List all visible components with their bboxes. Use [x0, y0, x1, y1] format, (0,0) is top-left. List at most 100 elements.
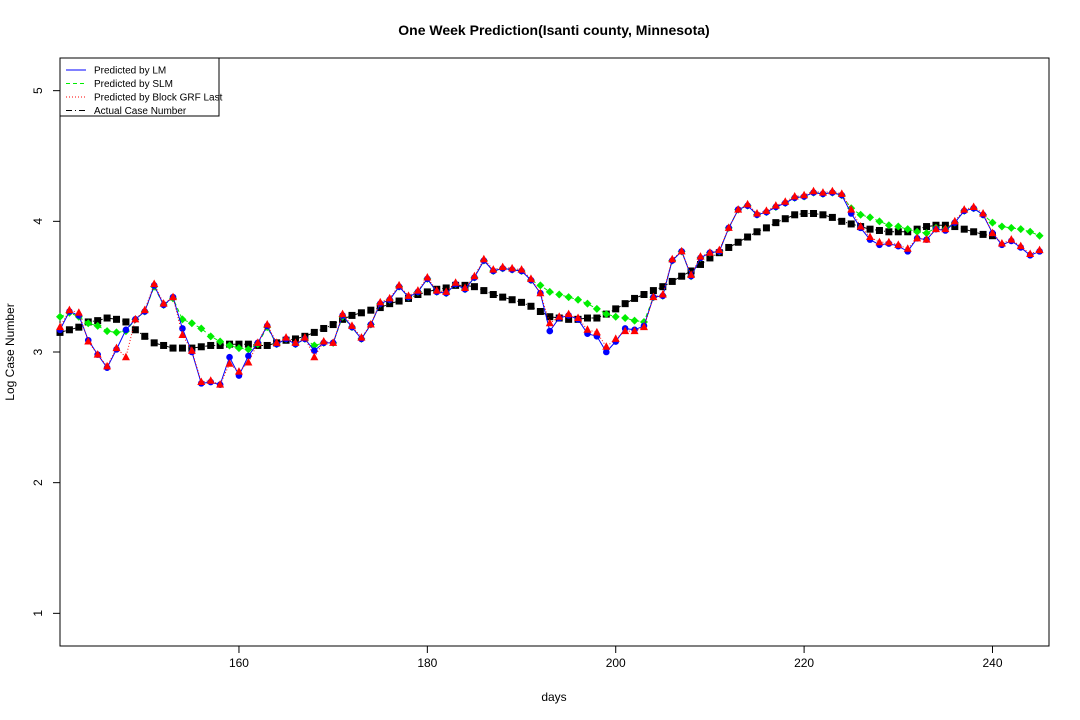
data-point — [300, 333, 309, 341]
data-point — [244, 357, 253, 366]
data-point — [442, 287, 451, 295]
data-point — [1026, 227, 1035, 236]
data-point — [498, 262, 507, 271]
data-point — [479, 254, 488, 263]
data-point — [950, 216, 959, 225]
data-point — [546, 313, 554, 321]
data-point — [828, 213, 836, 221]
data-point — [206, 376, 215, 384]
data-point — [790, 192, 799, 200]
data-point — [178, 344, 186, 352]
data-point — [291, 338, 300, 346]
data-point — [311, 347, 318, 354]
data-point — [555, 290, 564, 299]
series-layer — [56, 186, 1044, 388]
data-point — [150, 279, 159, 288]
data-point — [894, 228, 902, 236]
data-point — [838, 217, 846, 225]
y-tick-label: 2 — [31, 479, 45, 486]
y-tick-label: 4 — [31, 218, 45, 225]
data-point — [470, 283, 478, 291]
data-point — [244, 340, 252, 348]
data-point — [715, 245, 724, 254]
data-point — [649, 287, 657, 295]
data-point — [480, 287, 488, 295]
data-point — [809, 186, 818, 195]
data-point — [903, 244, 912, 252]
data-point — [602, 342, 611, 350]
data-point — [592, 304, 601, 313]
data-point — [621, 314, 630, 323]
x-tick-label: 160 — [229, 656, 249, 670]
data-point — [65, 305, 74, 314]
data-point — [979, 208, 988, 217]
data-point — [819, 211, 827, 219]
data-point — [178, 330, 187, 339]
data-point — [226, 353, 233, 361]
data-point — [884, 221, 893, 230]
data-point — [734, 238, 742, 246]
data-point — [338, 309, 347, 318]
data-point — [969, 202, 978, 210]
data-point — [122, 326, 130, 334]
data-point — [706, 254, 714, 262]
data-point — [564, 309, 573, 318]
data-point — [555, 312, 564, 320]
data-point — [856, 222, 865, 230]
data-point — [997, 222, 1006, 231]
data-point — [187, 319, 196, 328]
data-point — [197, 343, 205, 351]
data-point — [800, 190, 809, 199]
data-point — [395, 280, 404, 289]
data-point — [489, 291, 497, 299]
data-point — [536, 307, 544, 315]
data-point — [112, 328, 121, 337]
data-point — [875, 226, 883, 234]
data-point — [160, 341, 168, 349]
data-point — [593, 314, 601, 322]
data-point — [724, 223, 733, 231]
data-point — [451, 278, 460, 286]
data-point — [423, 288, 431, 296]
data-point — [781, 197, 790, 205]
data-point — [103, 314, 111, 322]
data-point — [207, 341, 215, 349]
data-point — [508, 263, 517, 272]
data-point — [941, 224, 950, 233]
data-point — [357, 333, 366, 341]
data-point — [885, 228, 893, 236]
data-point — [705, 248, 714, 256]
data-point — [432, 286, 441, 294]
data-point — [583, 299, 592, 308]
data-point — [621, 300, 629, 308]
data-point — [546, 327, 554, 335]
legend-box — [59, 57, 220, 117]
data-point — [1016, 225, 1025, 234]
data-point — [960, 225, 968, 233]
data-point — [545, 318, 554, 327]
data-point — [245, 352, 252, 360]
data-point — [743, 199, 752, 208]
data-point — [187, 346, 196, 354]
data-point — [65, 326, 73, 334]
data-point — [810, 209, 818, 217]
data-point — [630, 326, 639, 335]
data-point — [253, 338, 262, 346]
data-point — [923, 223, 931, 231]
data-point — [913, 227, 922, 236]
data-point — [903, 225, 912, 234]
data-point — [1035, 245, 1044, 254]
data-point — [583, 325, 592, 333]
data-point — [997, 239, 1006, 247]
data-point — [93, 350, 102, 358]
data-point — [668, 277, 676, 285]
data-point — [310, 328, 318, 336]
data-point — [837, 189, 846, 197]
data-point — [781, 215, 789, 223]
data-point — [753, 228, 761, 236]
data-point — [103, 361, 112, 370]
data-point — [518, 298, 526, 306]
data-point — [263, 341, 271, 349]
data-point — [216, 380, 225, 388]
data-point — [565, 315, 573, 323]
